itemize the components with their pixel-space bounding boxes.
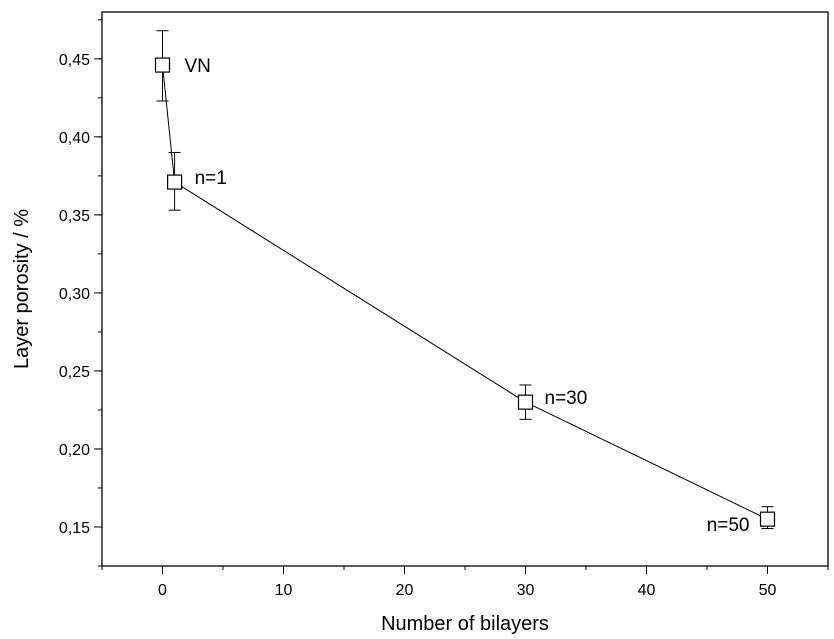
point-label: VN — [185, 56, 211, 77]
y-tick-label: 0,30 — [59, 286, 90, 303]
plot-frame — [101, 11, 829, 567]
y-tick-label: 0,15 — [59, 520, 90, 537]
point-label: n=1 — [195, 168, 227, 189]
data-point — [167, 174, 183, 190]
axis-ticks — [94, 19, 829, 574]
series-line — [162, 65, 768, 520]
point-label: n=30 — [545, 388, 588, 409]
data-point — [154, 57, 171, 73]
y-tick-label: 0,35 — [59, 208, 90, 225]
x-axis-title: Number of bilayers — [381, 613, 549, 635]
point-labels: VN n=1 n=30 n=50 — [185, 56, 750, 536]
x-tick-label: 10 — [275, 582, 293, 599]
x-tick-label: 20 — [396, 582, 414, 599]
data-point — [517, 394, 534, 410]
x-tick-label: 0 — [158, 582, 167, 599]
tick-labels: 0 10 20 30 40 50 0,15 0,20 0,25 0,30 0,35 0,40 0,45 — [59, 52, 777, 599]
x-tick-label: 50 — [759, 582, 777, 599]
y-tick-label: 0,20 — [59, 442, 90, 459]
y-tick-label: 0,25 — [59, 364, 90, 381]
y-axis-title: Layer porosity / % — [11, 209, 33, 369]
y-tick-label: 0,40 — [59, 130, 90, 147]
point-label: n=50 — [707, 515, 750, 536]
data-series — [154, 30, 776, 530]
y-tick-label: 0,45 — [59, 52, 90, 69]
x-tick-label: 30 — [517, 582, 535, 599]
data-point — [759, 511, 776, 527]
x-tick-label: 40 — [638, 582, 656, 599]
